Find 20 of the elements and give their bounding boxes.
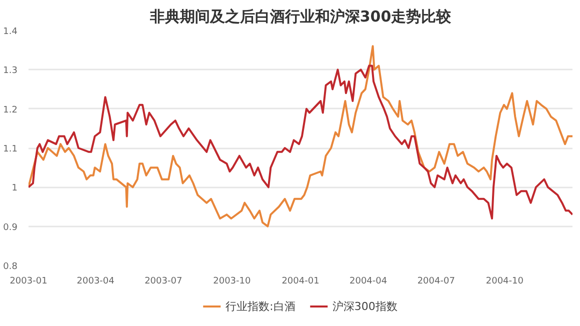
line-series	[28, 64, 572, 220]
y-tick-label: 1	[12, 184, 18, 194]
y-tick-label: 1.2	[3, 105, 18, 116]
x-tick-label: 2004-07	[417, 276, 455, 286]
x-tick-label: 2003-10	[213, 276, 252, 286]
y-tick-label: 1.1	[3, 144, 18, 154]
line-series	[28, 45, 572, 228]
legend-label: 行业指数:白酒	[226, 298, 296, 314]
x-tick-label: 2003-04	[76, 276, 115, 286]
x-tick-label: 2004-01	[282, 276, 320, 286]
legend-label: 沪深300指数	[332, 298, 398, 314]
x-tick-label: 2003-01	[10, 276, 48, 286]
chart-title: 非典期间及之后白酒行业和沪深300走势比较	[148, 8, 452, 26]
x-tick-label: 2003-07	[144, 276, 182, 286]
y-tick-label: 1.3	[3, 66, 18, 76]
x-tick-label: 2004-10	[486, 276, 524, 286]
x-tick-label: 2004-04	[350, 276, 388, 286]
y-tick-label: 0.8	[3, 262, 18, 272]
y-tick-label: 1.4	[3, 27, 18, 37]
y-tick-label: 0.9	[3, 222, 18, 233]
